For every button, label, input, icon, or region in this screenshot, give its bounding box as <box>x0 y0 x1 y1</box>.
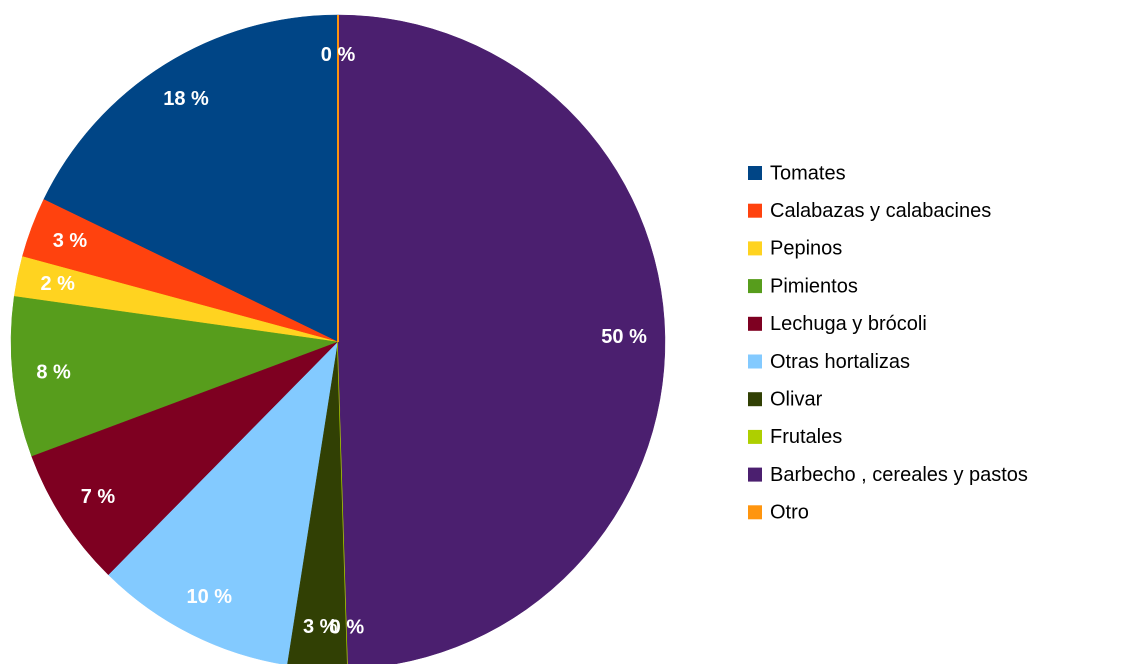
legend-label: Barbecho , cereales y pastos <box>770 464 1028 486</box>
value-label: 18 % <box>163 88 209 110</box>
value-label: 0 % <box>330 616 365 638</box>
pie-slice <box>10 296 339 457</box>
legend-label: Pimientos <box>770 275 858 297</box>
legend-swatch <box>748 166 762 180</box>
legend-swatch <box>748 505 762 520</box>
pie-slice <box>287 341 349 664</box>
legend-swatch <box>748 203 762 218</box>
legend-label: Otras hortalizas <box>770 351 910 373</box>
legend-swatch <box>748 392 762 407</box>
value-label: 0 % <box>321 44 356 66</box>
value-label: 7 % <box>81 486 116 508</box>
value-label: 3 % <box>53 230 88 252</box>
value-label: 3 % <box>303 616 338 638</box>
value-label: 50 % <box>601 326 647 348</box>
legend-swatch <box>748 467 762 482</box>
legend-label: Calabazas y calabacines <box>770 200 991 222</box>
legend-label: Otro <box>770 502 809 524</box>
legend-swatch <box>748 241 762 256</box>
legend-label: Lechuga y brócoli <box>770 313 927 335</box>
legend-label: Olivar <box>770 388 823 410</box>
legend-swatch <box>748 316 762 331</box>
pie-slice <box>31 341 339 576</box>
legend-swatch <box>748 429 762 444</box>
value-label: 10 % <box>186 586 232 608</box>
pie-slice <box>43 14 339 343</box>
legend-label: Frutales <box>770 426 842 448</box>
legend-swatch <box>748 279 762 294</box>
legend-swatch <box>748 354 762 369</box>
legend-label: Pepinos <box>770 238 842 260</box>
pie-slice <box>337 14 666 664</box>
legend-label: Tomates <box>770 162 846 184</box>
value-label: 2 % <box>40 273 75 295</box>
value-label: 8 % <box>36 361 71 383</box>
pie-slice <box>108 341 339 664</box>
